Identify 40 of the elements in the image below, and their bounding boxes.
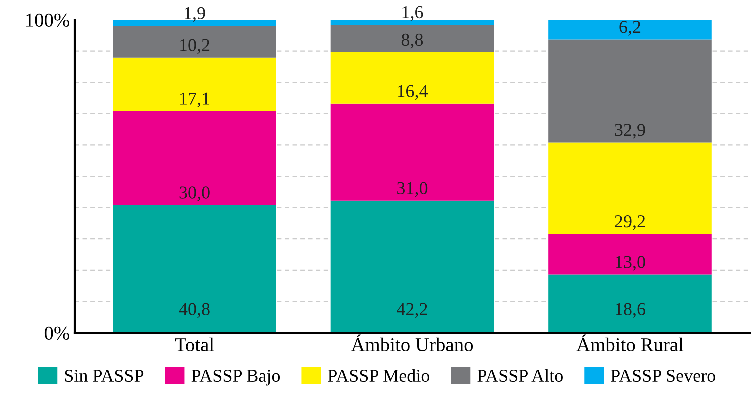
y-tick-label: 100% <box>26 14 70 27</box>
data-label: 1,6 <box>402 6 424 22</box>
data-label: 6,2 <box>620 21 641 36</box>
x-tick-label: Ámbito Urbano <box>351 334 474 352</box>
data-label: 10,2 <box>180 39 210 54</box>
bar <box>113 111 276 206</box>
bar <box>113 58 276 112</box>
bar <box>548 142 712 234</box>
data-label: 32,9 <box>615 124 646 139</box>
bar <box>330 104 494 201</box>
data-label: 18,6 <box>616 303 646 318</box>
data-label: 1,9 <box>185 7 206 22</box>
bar <box>113 26 276 58</box>
legend-label: PASSP Medio <box>328 369 430 382</box>
legend-label: Sin PASSP <box>65 370 144 382</box>
bar <box>548 20 712 40</box>
data-label: 30,0 <box>180 186 210 202</box>
legend-label: PASSP Alto <box>478 369 563 382</box>
legend-label: PASSP Bajo <box>192 370 280 386</box>
bar <box>330 200 494 333</box>
data-label: 29,2 <box>615 216 646 230</box>
bar <box>113 20 276 26</box>
data-label: 40,8 <box>179 303 210 318</box>
x-tick-label: Ámbito Rural <box>576 334 684 352</box>
bar <box>113 205 276 333</box>
bar <box>548 274 712 333</box>
data-label: 31,0 <box>398 182 428 198</box>
bar <box>330 25 494 53</box>
data-label: 8,8 <box>402 34 424 49</box>
data-label: 17,1 <box>180 92 210 108</box>
legend-label: PASSP Severo <box>611 370 716 382</box>
bar <box>330 52 494 104</box>
y-tick-label: 0% <box>44 326 70 340</box>
bar <box>548 234 712 275</box>
bar <box>548 40 712 143</box>
data-label: 42,2 <box>397 303 428 318</box>
bar <box>330 20 494 26</box>
data-label: 16,4 <box>398 85 428 100</box>
x-tick-label: Total <box>175 338 214 352</box>
data-label: 13,0 <box>616 256 646 271</box>
